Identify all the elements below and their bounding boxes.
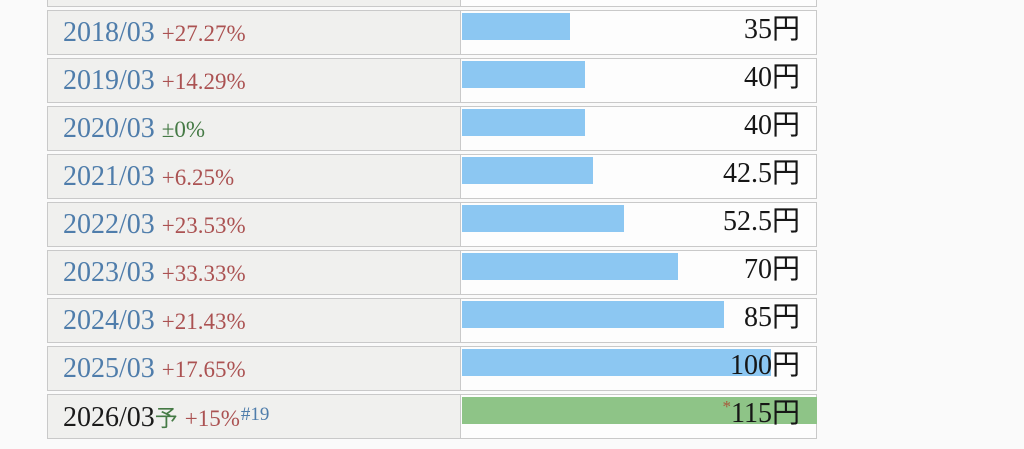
dividend-bar [462, 205, 625, 232]
row-bar-cell: 52.5円 [461, 203, 816, 246]
dividend-value: * 115円 [722, 397, 800, 429]
fiscal-year-label: 2020/03 [63, 112, 155, 144]
forecast-asterisk: * [722, 397, 732, 416]
dividend-value: 40円 [744, 109, 800, 141]
dividend-bar [462, 157, 594, 184]
row-bar-cell: 100円 [461, 347, 816, 390]
dividend-value-text: 40円 [743, 61, 800, 93]
dividend-bar [462, 13, 571, 40]
footnote-ref-link[interactable]: #19 [240, 403, 270, 425]
fiscal-year-label: 2024/03 [63, 304, 155, 336]
row-bar-cell: 85円 [461, 299, 816, 342]
row-bar-cell: 42.5円 [461, 155, 816, 198]
dividend-value-text: 40円 [743, 109, 800, 141]
fiscal-year-label: 2021/03 [63, 160, 155, 192]
dividend-value-text: 115円 [731, 397, 800, 429]
row-label-cell: 2019/03 +14.29% [48, 59, 461, 102]
dividend-value: 70円 [744, 253, 800, 285]
row-label-cell: 2018/03 +27.27% [48, 11, 461, 54]
dividend-bar [462, 349, 771, 376]
row-label-cell: 2021/03 +6.25% [48, 155, 461, 198]
dividend-bar [462, 61, 586, 88]
table-row: 2022/03 +23.53% 52.5円 [47, 202, 817, 247]
table-row: 2019/03 +14.29% 40円 [47, 58, 817, 103]
row-label-cell: 2026/03予 +15%#19 [48, 395, 461, 438]
dividend-bar [462, 109, 586, 136]
row-label-cell: 2020/03 ±0% [48, 107, 461, 150]
fiscal-year-label: 2022/03 [63, 208, 155, 240]
dividend-history-chart: 2018/03 +27.27% 35円 2019/03 +14.29% 40円 20… [47, 0, 817, 442]
dividend-value-text: 100円 [729, 349, 800, 381]
change-percent: +6.25% [161, 164, 235, 190]
row-bar-cell: * 115円 [461, 395, 817, 438]
dividend-value: 100円 [730, 349, 800, 381]
dividend-value-text: 52.5円 [722, 205, 800, 237]
change-percent: +21.43% [161, 308, 246, 334]
fiscal-year-label: 2025/03 [63, 352, 155, 384]
row-bar-cell: 40円 [461, 107, 816, 150]
change-percent: +23.53% [161, 212, 246, 238]
change-percent: +27.27% [161, 20, 246, 46]
table-row: 2024/03 +21.43% 85円 [47, 298, 817, 343]
change-percent: +15% [184, 406, 240, 431]
row-bar-cell [461, 0, 816, 6]
dividend-value: 85円 [744, 301, 800, 333]
row-bar-cell: 40円 [461, 59, 816, 102]
row-bar-cell: 70円 [461, 251, 816, 294]
dividend-value: 42.5円 [723, 157, 800, 189]
change-percent: +33.33% [161, 260, 246, 286]
dividend-value-text: 42.5円 [722, 157, 800, 189]
fiscal-year-label: 2023/03 [63, 256, 155, 288]
table-row: 2018/03 +27.27% 35円 [47, 10, 817, 55]
dividend-value: 35円 [744, 13, 800, 45]
table-row-forecast: 2026/03予 +15%#19 * 115円 [47, 394, 817, 439]
forecast-mark: 予 [154, 406, 178, 431]
change-percent: +17.65% [161, 356, 246, 382]
fiscal-year-label: 2026/03 [63, 402, 155, 433]
dividend-bar [462, 253, 679, 280]
table-row: 2023/03 +33.33% 70円 [47, 250, 817, 295]
dividend-value-text: 35円 [743, 13, 800, 45]
change-percent: +14.29% [161, 68, 246, 94]
dividend-value: 52.5円 [723, 205, 800, 237]
fiscal-year-label: 2018/03 [63, 16, 155, 48]
dividend-bar [462, 397, 817, 424]
dividend-value-text: 85円 [743, 301, 800, 333]
table-row: 2021/03 +6.25% 42.5円 [47, 154, 817, 199]
row-label-cell: 2025/03 +17.65% [48, 347, 461, 390]
table-row: 2020/03 ±0% 40円 [47, 106, 817, 151]
fiscal-year-label: 2019/03 [63, 64, 155, 96]
row-label-cell: 2022/03 +23.53% [48, 203, 461, 246]
table-row: 2025/03 +17.65% 100円 [47, 346, 817, 391]
row-label-cell: 2024/03 +21.43% [48, 299, 461, 342]
row-label-cell [48, 0, 461, 6]
dividend-value: 40円 [744, 61, 800, 93]
dividend-bar [462, 301, 725, 328]
dividend-value-text: 70円 [743, 253, 800, 285]
row-label-cell: 2023/03 +33.33% [48, 251, 461, 294]
table-row-partial [47, 0, 817, 7]
row-bar-cell: 35円 [461, 11, 816, 54]
change-percent: ±0% [161, 116, 206, 142]
